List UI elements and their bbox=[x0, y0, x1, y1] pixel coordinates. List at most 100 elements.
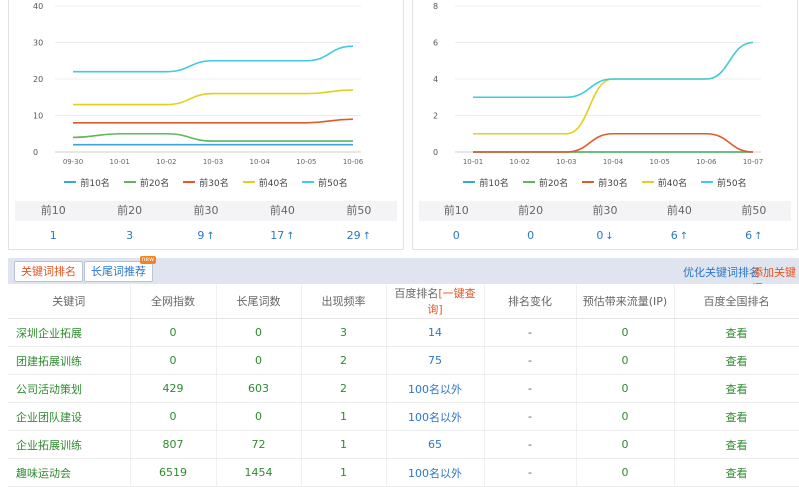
keyword-cell[interactable]: 企业拓展训练 bbox=[8, 430, 131, 459]
x-tick-label: 10-07 bbox=[743, 158, 763, 166]
summary-value: 6 bbox=[670, 229, 678, 242]
keyword-cell[interactable]: 公司活动策划 bbox=[8, 374, 131, 403]
summary-values-left: 1 3 9 ↑ 17 ↑ 29 ↑ bbox=[15, 221, 397, 251]
keyword-cell[interactable]: 深圳企业拓展 bbox=[8, 318, 131, 347]
series-line bbox=[473, 41, 754, 99]
legend-item[interactable]: 前30名 bbox=[183, 174, 229, 190]
x-tick-label: 10-02 bbox=[156, 158, 176, 166]
x-tick-label: 10-03 bbox=[203, 158, 223, 166]
one-click-query-link[interactable]: [一键查询] bbox=[427, 287, 476, 316]
table-row: 团建拓展训练 0 0 2 75-0 查看 bbox=[8, 346, 799, 375]
baidu-rank-cell: 100名以外 bbox=[386, 458, 485, 487]
frequency-cell: 1 bbox=[301, 402, 387, 431]
summary-header-cell: 前20 bbox=[117, 204, 143, 217]
longtail-cell: 603 bbox=[216, 374, 302, 403]
x-tick-label: 10-01 bbox=[463, 158, 483, 166]
summary-header-cell: 前10 bbox=[40, 204, 66, 217]
national-rank-link[interactable]: 查看 bbox=[674, 346, 799, 375]
frequency-cell: 2 bbox=[301, 346, 387, 375]
legend-label: 前50名 bbox=[318, 178, 348, 189]
x-tick-label: 10-06 bbox=[343, 158, 364, 166]
national-rank-link[interactable]: 查看 bbox=[674, 402, 799, 431]
longtail-cell: 1454 bbox=[216, 458, 302, 487]
col-header-traffic: 预估带来流量(IP) bbox=[576, 284, 675, 319]
keyword-cell[interactable]: 趣味运动会 bbox=[8, 458, 131, 487]
rank-change-cell: - bbox=[484, 402, 577, 431]
summary-value-cell: 6 ↑ bbox=[717, 221, 791, 251]
keyword-cell[interactable]: 企业团队建设 bbox=[8, 402, 131, 431]
national-rank-link[interactable]: 查看 bbox=[674, 374, 799, 403]
arrow-down-icon: ↓ bbox=[605, 231, 614, 242]
summary-value-cell: 0 bbox=[419, 221, 493, 251]
x-tick-label: 10-06 bbox=[696, 158, 717, 166]
baidu-rank-cell: 75 bbox=[386, 346, 485, 375]
summary-value: 17 bbox=[270, 229, 285, 242]
legend-item[interactable]: 前50名 bbox=[701, 174, 747, 190]
legend-swatch bbox=[463, 181, 476, 183]
national-rank-link[interactable]: 查看 bbox=[674, 430, 799, 459]
summary-value: 0 bbox=[452, 229, 460, 242]
line-chart-left: 0 10 20 30 40 09-30 10-01 10-02 10-03 10-04 10-05 1… bbox=[33, 2, 364, 166]
legend-item[interactable]: 前40名 bbox=[641, 174, 687, 190]
arrow-up-icon: ↑ bbox=[679, 231, 689, 242]
summary-value: 0 bbox=[527, 229, 535, 242]
legend-item[interactable]: 前40名 bbox=[242, 174, 288, 190]
new-badge: new bbox=[139, 256, 156, 264]
arrow-up-icon: ↑ bbox=[754, 231, 763, 242]
x-tick-label: 10-04 bbox=[249, 158, 270, 166]
legend-swatch bbox=[123, 181, 136, 183]
summary-value: 1 bbox=[49, 229, 57, 242]
summary-value: 29 bbox=[346, 229, 361, 242]
summary-header-cell: 前30 bbox=[193, 204, 219, 217]
baidu-rank-cell: 100名以外 bbox=[386, 402, 485, 431]
legend-label: 前20名 bbox=[538, 178, 569, 189]
national-rank-link[interactable]: 查看 bbox=[674, 318, 799, 347]
traffic-cell: 0 bbox=[576, 346, 675, 375]
summary-header-left: 前10 前20 前30 前40 前50 bbox=[15, 201, 397, 221]
summary-value-cell: 29 ↑ bbox=[321, 221, 397, 251]
keyword-cell[interactable]: 团建拓展训练 bbox=[8, 346, 131, 375]
legend-swatch bbox=[242, 181, 255, 183]
legend-swatch bbox=[641, 181, 654, 183]
traffic-cell: 0 bbox=[576, 402, 675, 431]
series-line bbox=[73, 89, 354, 106]
col-header-index: 全网指数 bbox=[130, 284, 217, 319]
arrow-up-icon: ↑ bbox=[206, 231, 215, 242]
col-header-national-rank: 百度全国排名 bbox=[674, 284, 799, 319]
chart-legend-right: 前10名 前20名 前30名 前40名 前50名 bbox=[413, 174, 797, 190]
legend-label: 前10名 bbox=[80, 178, 110, 189]
baidu-rank-cell: 14 bbox=[386, 318, 485, 347]
legend-item[interactable]: 前50名 bbox=[302, 174, 348, 190]
tab-keyword-ranking[interactable]: 关键词排名 bbox=[14, 261, 83, 282]
legend-item[interactable]: 前30名 bbox=[582, 174, 628, 190]
summary-right: 前10 前20 前30 前40 前50 0 0 0 ↓ 6 ↑ 6 ↑ bbox=[419, 201, 791, 251]
summary-value: 0 bbox=[596, 229, 604, 242]
keyword-ranking-table: 关键词 全网指数 长尾词数 出现频率 百度排名[一键查询] 排名变化 预估带来流… bbox=[8, 284, 799, 487]
frequency-cell: 3 bbox=[301, 318, 387, 347]
index-cell: 0 bbox=[130, 346, 217, 375]
summary-header-cell: 前50 bbox=[346, 204, 372, 217]
legend-item[interactable]: 前10名 bbox=[64, 174, 110, 190]
longtail-cell: 0 bbox=[216, 346, 302, 375]
summary-values-right: 0 0 0 ↓ 6 ↑ 6 ↑ bbox=[419, 221, 791, 251]
national-rank-link[interactable]: 查看 bbox=[674, 458, 799, 487]
summary-header-cell: 前30 bbox=[592, 204, 618, 217]
keyword-toolbar: 关键词排名 长尾词推荐 new 优化关键词排名 添加关键词 bbox=[8, 256, 799, 295]
summary-header-cell: 前10 bbox=[443, 204, 469, 217]
summary-value: 9 bbox=[197, 229, 205, 242]
longtail-cell: 72 bbox=[216, 430, 302, 459]
legend-item[interactable]: 前20名 bbox=[522, 174, 569, 190]
frequency-cell: 1 bbox=[301, 458, 387, 487]
table-row: 深圳企业拓展 0 0 3 14-0 查看 bbox=[8, 318, 799, 347]
optimize-ranking-link[interactable]: 优化关键词排名 bbox=[683, 266, 760, 279]
table-row: 企业拓展训练 807 72 1 65-0 查看 bbox=[8, 430, 799, 459]
legend-item[interactable]: 前20名 bbox=[123, 174, 169, 190]
index-cell: 429 bbox=[130, 374, 217, 403]
col-header-frequency: 出现频率 bbox=[301, 284, 387, 319]
summary-value-cell: 9 ↑ bbox=[168, 221, 244, 251]
col-header-baidu-rank: 百度排名[一键查询] bbox=[386, 284, 485, 319]
tab-longtail-recommend[interactable]: 长尾词推荐 new bbox=[84, 256, 156, 282]
legend-item[interactable]: 前10名 bbox=[463, 174, 509, 190]
legend-swatch bbox=[183, 181, 196, 183]
x-tick-label: 10-05 bbox=[649, 158, 669, 166]
